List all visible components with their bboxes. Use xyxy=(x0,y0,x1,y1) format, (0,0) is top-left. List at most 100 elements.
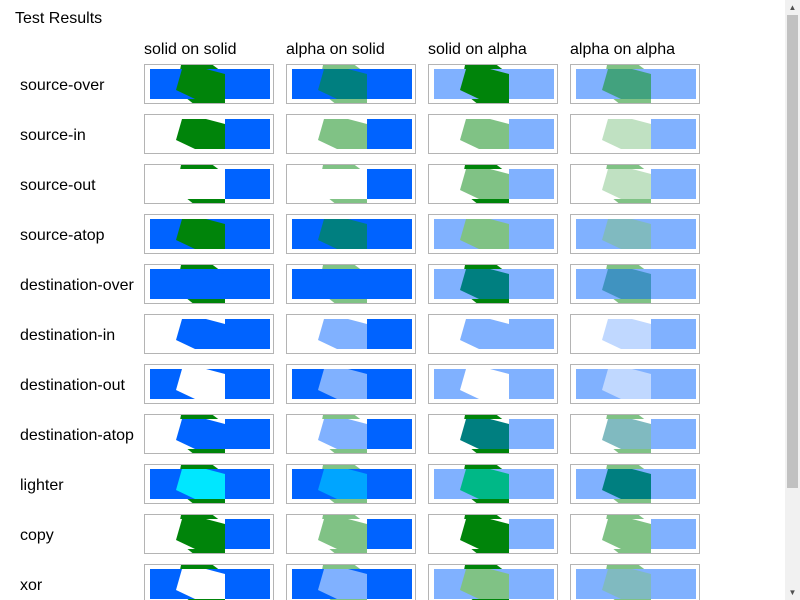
source-shape xyxy=(318,519,367,549)
destination-right xyxy=(509,69,554,99)
source-shape xyxy=(602,569,651,599)
destination-right xyxy=(651,569,696,599)
composite-preview xyxy=(292,265,412,303)
composite-preview xyxy=(434,219,554,249)
composite-preview xyxy=(292,565,412,600)
composite-preview xyxy=(434,565,554,600)
vertical-scrollbar[interactable]: ▲ ▼ xyxy=(785,0,800,600)
source-shape xyxy=(602,119,651,149)
source-shape xyxy=(460,219,509,249)
composite-preview xyxy=(150,265,270,303)
source-shape xyxy=(602,169,651,199)
source-shape xyxy=(176,69,225,99)
source-overflow xyxy=(602,465,651,503)
composite-preview xyxy=(176,515,270,553)
composite-preview xyxy=(602,319,696,349)
source-shape xyxy=(176,219,225,249)
result-cell-source-atop-1 xyxy=(144,214,274,254)
composite-preview xyxy=(434,369,554,399)
result-cell-destination-out-4 xyxy=(570,364,700,404)
destination-right xyxy=(225,269,270,299)
destination-right xyxy=(225,469,270,499)
source-overflow xyxy=(318,65,367,103)
source-shape xyxy=(176,119,225,149)
row-label-destination-in: destination-in xyxy=(20,327,116,344)
destination-right xyxy=(651,219,696,249)
source-overflow xyxy=(460,465,509,503)
result-cell-source-atop-3 xyxy=(428,214,558,254)
source-shape xyxy=(318,119,367,149)
composite-preview xyxy=(318,119,412,149)
source-shape xyxy=(176,319,225,349)
destination-rect xyxy=(509,119,554,149)
result-cell-source-over-3 xyxy=(428,64,558,104)
source-shape xyxy=(176,469,225,499)
row-label-source-atop: source-atop xyxy=(20,227,105,244)
composite-preview xyxy=(434,65,554,103)
composite-preview xyxy=(576,65,696,103)
destination-right xyxy=(509,369,554,399)
source-overflow xyxy=(318,415,367,453)
column-header-solid-on-alpha: solid on alpha xyxy=(428,41,527,58)
result-cell-copy-2 xyxy=(286,514,416,554)
result-cell-destination-out-3 xyxy=(428,364,558,404)
source-shape xyxy=(318,69,367,99)
destination-rect xyxy=(225,119,270,149)
destination-rect xyxy=(651,419,696,449)
source-shape xyxy=(176,519,225,549)
source-shape xyxy=(176,569,225,599)
source-shape xyxy=(460,269,509,299)
result-cell-destination-out-2 xyxy=(286,364,416,404)
row-label-destination-over: destination-over xyxy=(20,277,134,294)
result-cell-destination-atop-4 xyxy=(570,414,700,454)
row-label-copy: copy xyxy=(20,527,54,544)
composite-preview xyxy=(602,119,696,149)
destination-rect xyxy=(225,319,270,349)
source-shape xyxy=(602,219,651,249)
destination-right xyxy=(225,219,270,249)
source-overflow xyxy=(176,415,225,453)
source-overflow xyxy=(602,265,651,303)
destination-rect xyxy=(651,119,696,149)
source-shape xyxy=(460,469,509,499)
composite-preview xyxy=(150,369,270,399)
source-overflow xyxy=(602,165,651,203)
row-label-destination-out: destination-out xyxy=(20,377,125,394)
page-title: Test Results xyxy=(15,10,103,27)
result-cell-lighter-4 xyxy=(570,464,700,504)
source-shape xyxy=(460,169,509,199)
composite-preview xyxy=(576,265,696,303)
source-overflow xyxy=(176,65,225,103)
source-overflow xyxy=(176,265,225,303)
row-label-lighter: lighter xyxy=(20,477,64,494)
row-label-destination-atop: destination-atop xyxy=(20,427,134,444)
destination-rect xyxy=(509,419,554,449)
composite-preview xyxy=(292,219,412,249)
composite-preview xyxy=(434,265,554,303)
source-shape xyxy=(602,369,651,399)
source-shape xyxy=(460,369,509,399)
source-shape xyxy=(318,469,367,499)
result-cell-destination-over-2 xyxy=(286,264,416,304)
row-label-xor: xor xyxy=(20,577,43,594)
result-cell-xor-1 xyxy=(144,564,274,600)
scroll-down-arrow-icon[interactable]: ▼ xyxy=(788,588,797,597)
scroll-thumb[interactable] xyxy=(787,15,798,488)
source-shape xyxy=(602,269,651,299)
result-cell-copy-3 xyxy=(428,514,558,554)
column-header-solid-on-solid: solid on solid xyxy=(144,41,237,58)
scroll-up-arrow-icon[interactable]: ▲ xyxy=(788,3,797,12)
composite-preview xyxy=(460,515,554,553)
row-label-source-over: source-over xyxy=(20,77,105,94)
composite-preview xyxy=(150,565,270,600)
result-cell-source-in-3 xyxy=(428,114,558,154)
destination-right xyxy=(225,569,270,599)
result-cell-source-over-1 xyxy=(144,64,274,104)
destination-right xyxy=(367,219,412,249)
composite-preview xyxy=(318,165,412,203)
destination-rect xyxy=(651,169,696,199)
composite-preview xyxy=(460,119,554,149)
source-shape xyxy=(318,219,367,249)
result-cell-destination-out-1 xyxy=(144,364,274,404)
